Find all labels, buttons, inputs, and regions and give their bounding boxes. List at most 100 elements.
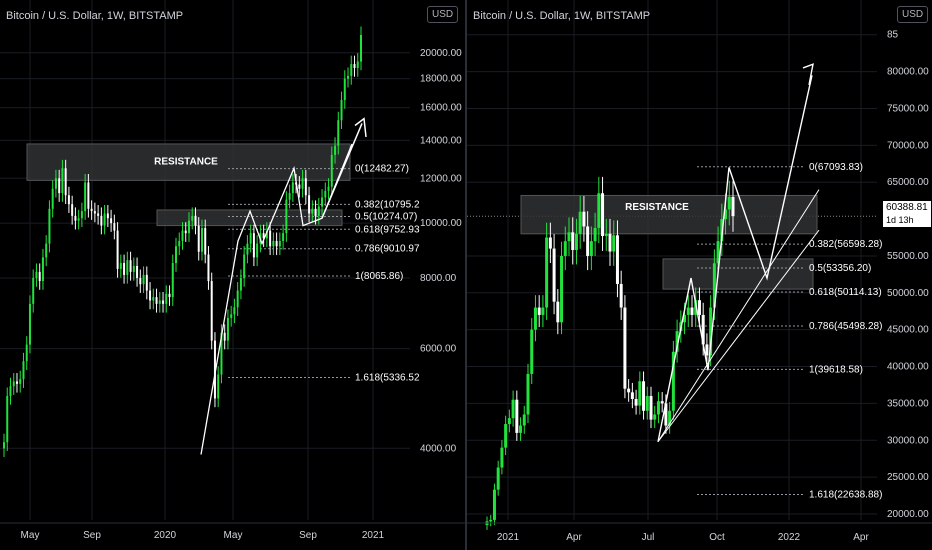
left-candle [113, 223, 116, 231]
left-candle [32, 277, 35, 304]
left-candle [136, 265, 139, 278]
left-y-tick: 20000.00 [420, 48, 462, 59]
left-candle [15, 381, 18, 384]
right-candle [511, 399, 515, 419]
left-candle [106, 213, 109, 219]
left-candle [321, 197, 324, 207]
countdown-label: 1d 13h [886, 215, 914, 225]
left-candle [314, 208, 317, 216]
left-candle [64, 168, 67, 196]
left-x-tick: Sep [299, 530, 317, 541]
left-candle [90, 208, 93, 212]
left-candle [269, 230, 272, 247]
left-candle [152, 297, 155, 301]
left-fib-label: 0(12482.27) [355, 164, 409, 175]
left-candle [142, 274, 145, 285]
left-support-zone [156, 209, 343, 227]
right-candle [668, 410, 672, 426]
right-candle [731, 196, 735, 217]
left-chart-title: Bitcoin / U.S. Dollar, 1W, BITSTAMP [6, 10, 184, 22]
left-candle [54, 178, 57, 189]
right-candle [500, 447, 504, 468]
right-candle [578, 211, 582, 234]
right-candle [619, 283, 623, 308]
right-candle [724, 209, 728, 220]
left-candle [48, 208, 51, 244]
left-candle [45, 243, 48, 258]
left-candle [288, 193, 291, 200]
right-candle [552, 248, 556, 302]
left-candle [337, 120, 340, 146]
left-candle [262, 233, 265, 239]
right-resistance-label: RESISTANCE [625, 202, 689, 213]
left-candle [191, 215, 194, 221]
left-candle [3, 442, 5, 449]
left-fib-label: 1.618(5336.52 [355, 372, 420, 383]
right-y-tick: 20000.00 [887, 509, 929, 520]
left-candle [67, 195, 70, 205]
right-currency-button[interactable]: USD [897, 6, 929, 23]
left-chart-canvas[interactable]: RESISTANCE 0(12482.27) 0.382(10795.20.5(10… [0, 0, 465, 550]
left-candle [308, 195, 311, 214]
left-y-tick: 6000.00 [420, 344, 457, 355]
panel-divider[interactable] [465, 0, 467, 550]
right-candle [507, 418, 511, 425]
left-candle [298, 184, 301, 189]
right-candle [615, 235, 619, 284]
left-candle [304, 178, 307, 196]
left-chart-panel[interactable]: RESISTANCE 0(12482.27) 0.382(10795.2 0.5(10… [0, 0, 465, 550]
left-candle [110, 218, 113, 224]
left-y-tick: 12000.00 [420, 173, 462, 184]
left-candle [301, 178, 304, 189]
left-candle [87, 182, 90, 209]
left-projection-arrow [321, 123, 363, 219]
left-candle [356, 61, 359, 68]
left-candle [197, 225, 200, 252]
left-candle [246, 243, 249, 255]
left-currency-button[interactable]: USD [427, 6, 459, 23]
left-candle [97, 213, 100, 216]
left-candle [181, 230, 184, 241]
left-candle [343, 78, 346, 101]
right-candle [694, 300, 698, 315]
right-y-tick: 75000.00 [887, 103, 929, 114]
left-candle [84, 182, 87, 212]
left-candle [22, 361, 25, 380]
right-candle [593, 227, 597, 242]
left-candle [103, 213, 106, 226]
right-chart-title: Bitcoin / U.S. Dollar, 1W, BITSTAMP [473, 10, 651, 22]
right-candle [701, 314, 705, 345]
left-candle [353, 64, 356, 68]
right-candle [601, 193, 605, 237]
right-fib-label: 0.5(53356.20) [809, 263, 871, 274]
last-price-tag: 60388.81 1d 13h [883, 201, 931, 227]
left-fib-label: 0.382(10795.2 [355, 199, 420, 210]
left-candle [194, 215, 197, 226]
right-candle [642, 381, 646, 411]
right-y-tick: 45000.00 [887, 325, 929, 336]
left-candle [132, 265, 135, 272]
right-candle [608, 233, 612, 252]
right-arrow-head [802, 63, 814, 86]
right-candle [623, 307, 627, 389]
right-candle [548, 237, 552, 249]
right-candle [556, 301, 560, 323]
right-candle [541, 307, 545, 315]
left-candle [93, 211, 96, 214]
right-y-tick: 50000.00 [887, 288, 929, 299]
left-candle [58, 178, 61, 194]
left-candle [74, 215, 77, 221]
left-candle [25, 344, 28, 362]
right-candle [653, 414, 657, 420]
left-candle [38, 271, 41, 282]
right-x-tick: 2022 [778, 532, 801, 543]
left-y-tick: 8000.00 [420, 273, 457, 284]
left-candle [123, 263, 126, 275]
right-chart-canvas[interactable]: RESISTANCE 0(67093.83) 0.382(56598.28) 0.5(… [467, 0, 932, 550]
left-candle [226, 317, 229, 341]
right-candle [683, 314, 687, 323]
left-candle [12, 381, 15, 387]
right-chart-panel[interactable]: RESISTANCE 0(67093.83) 0.382(56598.28) 0.5(… [467, 0, 932, 550]
right-candle [671, 351, 675, 411]
right-candle [489, 519, 493, 522]
